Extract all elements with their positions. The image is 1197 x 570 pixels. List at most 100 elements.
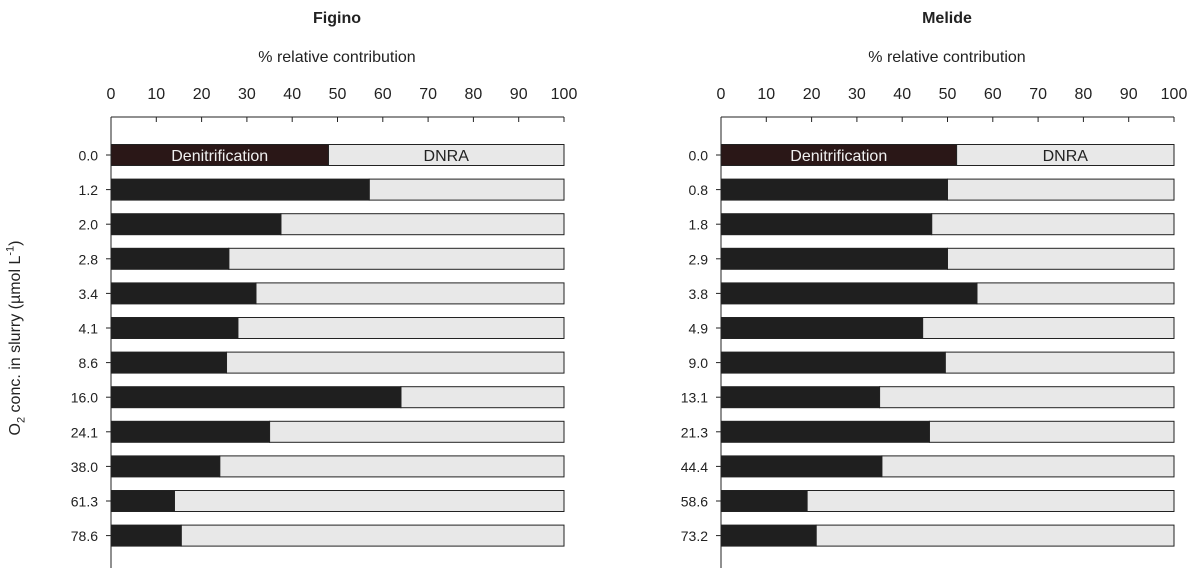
y-tick-label: 2.0 xyxy=(79,217,99,233)
bar-dnra xyxy=(400,386,565,409)
x-tick-label: 100 xyxy=(551,86,578,103)
bar-denitrification xyxy=(110,386,402,409)
x-tick-label: 40 xyxy=(893,86,911,103)
y-tick-label: 8.6 xyxy=(79,355,99,371)
bar-dnra xyxy=(931,213,1175,236)
y-tick-label: 38.0 xyxy=(71,459,98,475)
x-tick-label: 80 xyxy=(1075,86,1093,103)
y-tick-label: 16.0 xyxy=(71,390,98,406)
x-tick-label: 50 xyxy=(329,86,347,103)
bar-dnra xyxy=(226,351,565,374)
bar-denitrification xyxy=(720,524,817,547)
bar-denitrification xyxy=(110,524,182,547)
bar-denitrification xyxy=(720,490,808,512)
y-tick-label: 1.8 xyxy=(689,217,709,233)
bar-dnra xyxy=(815,524,1175,547)
bar-dnra xyxy=(806,490,1175,512)
y-tick-label: 44.4 xyxy=(681,459,708,475)
x-tick-label: 70 xyxy=(1029,86,1047,103)
x-tick-label: 30 xyxy=(848,86,866,103)
y-tick-label: 2.8 xyxy=(79,251,99,267)
y-tick-label: 3.8 xyxy=(689,286,709,302)
chart-title: Figino xyxy=(313,10,361,27)
y-axis-label-main: O xyxy=(7,423,25,436)
bar-denitrification xyxy=(110,178,370,201)
series-label-dnra: DNRA xyxy=(1043,148,1089,165)
bar-denitrification xyxy=(110,144,329,166)
bar-dnra xyxy=(280,213,565,236)
y-tick-label: 61.3 xyxy=(71,494,98,510)
y-tick-label: 4.1 xyxy=(79,321,99,337)
x-tick-label: 90 xyxy=(1120,86,1138,103)
series-label-denitrification: Denitrification xyxy=(171,148,268,165)
x-tick-label: 40 xyxy=(283,86,301,103)
bar-dnra xyxy=(881,455,1175,478)
bar-denitrification xyxy=(720,282,978,305)
x-tick-label: 30 xyxy=(238,86,256,103)
bar-denitrification xyxy=(110,455,221,478)
bar-dnra xyxy=(947,247,1175,270)
y-tick-label: 58.6 xyxy=(681,494,708,510)
bar-dnra xyxy=(944,351,1175,374)
y-tick-label: 0.8 xyxy=(689,182,709,198)
x-tick-label: 20 xyxy=(803,86,821,103)
y-tick-label: 24.1 xyxy=(71,424,98,440)
y-tick-label: 73.2 xyxy=(681,528,708,544)
bar-dnra xyxy=(947,178,1175,201)
bar-denitrification xyxy=(110,247,230,270)
x-tick-label: 90 xyxy=(510,86,528,103)
y-tick-label: 0.0 xyxy=(79,148,99,164)
bar-denitrification xyxy=(110,351,228,374)
y-tick-label: 9.0 xyxy=(689,355,709,371)
bar-denitrification xyxy=(110,490,175,512)
y-tick-label: 13.1 xyxy=(681,390,708,406)
y-axis-label: O2 conc. in slurry (µmol L-1) xyxy=(5,241,28,436)
y-tick-label: 1.2 xyxy=(79,182,99,198)
y-axis-label-rest: conc. in slurry (µmol L xyxy=(7,255,25,417)
x-tick-label: 50 xyxy=(939,86,957,103)
bar-dnra xyxy=(879,386,1175,409)
y-tick-label: 0.0 xyxy=(689,148,709,164)
y-tick-label: 2.9 xyxy=(689,251,709,267)
bar-denitrification xyxy=(720,178,948,201)
x-tick-label: 10 xyxy=(757,86,775,103)
x-tick-label: 70 xyxy=(419,86,437,103)
bar-dnra xyxy=(269,420,565,443)
bar-denitrification xyxy=(110,420,271,443)
chart-title: Melide xyxy=(922,10,972,27)
x-tick-label: 10 xyxy=(147,86,165,103)
x-tick-label: 0 xyxy=(717,86,726,103)
bar-dnra xyxy=(928,420,1175,443)
bar-denitrification xyxy=(110,213,282,236)
bar-dnra xyxy=(228,247,565,270)
bar-denitrification xyxy=(720,144,958,166)
x-tick-label: 20 xyxy=(193,86,211,103)
bar-denitrification xyxy=(720,455,883,478)
x-tick-label: 60 xyxy=(984,86,1002,103)
x-tick-label: 0 xyxy=(107,86,116,103)
series-label-denitrification: Denitrification xyxy=(790,148,887,165)
bar-dnra xyxy=(180,524,565,547)
bar-dnra xyxy=(368,178,565,201)
bar-dnra xyxy=(237,317,565,339)
bar-dnra xyxy=(976,282,1175,305)
x-axis-label: % relative contribution xyxy=(258,49,415,66)
bar-denitrification xyxy=(720,351,946,374)
series-label-dnra: DNRA xyxy=(424,148,470,165)
bar-denitrification xyxy=(720,213,933,236)
x-tick-label: 100 xyxy=(1161,86,1188,103)
y-tick-label: 21.3 xyxy=(681,424,708,440)
y-tick-label: 4.9 xyxy=(689,321,709,337)
bar-dnra xyxy=(255,282,565,305)
y-axis-label-sub: 2 xyxy=(15,416,28,424)
x-axis-label: % relative contribution xyxy=(868,49,1025,66)
y-axis-label-end: ) xyxy=(7,240,25,246)
y-tick-label: 3.4 xyxy=(79,286,99,302)
x-tick-label: 80 xyxy=(465,86,483,103)
y-tick-label: 78.6 xyxy=(71,528,98,544)
bar-denitrification xyxy=(110,317,239,339)
bar-dnra xyxy=(173,490,565,512)
bar-denitrification xyxy=(110,282,257,305)
bar-dnra xyxy=(219,455,565,478)
